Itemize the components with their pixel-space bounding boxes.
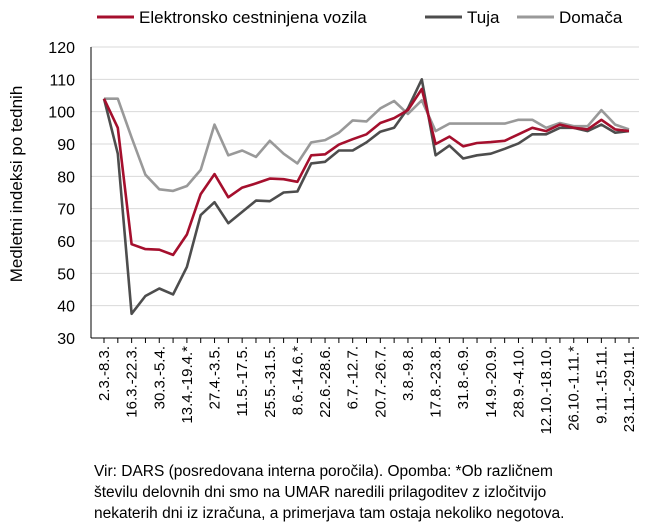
- x-tick-label: 17.8.-23.8.: [428, 346, 445, 418]
- y-tick-label: 60: [57, 234, 75, 251]
- y-tick-label: 80: [57, 169, 75, 186]
- axes: [90, 47, 639, 343]
- y-tick-label: 30: [57, 331, 75, 348]
- x-tick-label: 8.6.-14.6.*: [289, 346, 306, 415]
- y-tick-label: 100: [48, 105, 75, 122]
- x-tick-label: 6.7.-12.7.: [345, 346, 362, 409]
- gridlines: [91, 46, 639, 307]
- x-tick-label: 28.9.-4.10.: [510, 346, 527, 418]
- y-tick-label: 120: [48, 40, 75, 57]
- legend-label: Domača: [559, 8, 623, 27]
- x-tick-label: 30.3.-5.4.: [151, 346, 168, 409]
- y-tick-labels: 30 40 50 60 70 80 90 100 110 120: [48, 40, 75, 348]
- x-tick-labels: 2.3.-8.3. 16.3.-22.3. 30.3.-5.4. 13.4.-19.4…: [96, 346, 638, 435]
- x-tick-label: 13.4.-19.4.*: [179, 346, 196, 424]
- x-tick-label: 27.4.-3.5.: [207, 346, 224, 409]
- x-tick-label: 26.10.-1.11.*: [566, 346, 583, 431]
- series-line-2: [102, 78, 630, 316]
- legend: Elektronsko cestninjena vozila Tuja Domača: [97, 8, 623, 27]
- note-line-2: številu delovnih dni smo na UMAR naredil…: [94, 484, 547, 501]
- note-line-3: nekaterih dni iz izračuna, a primerjava …: [94, 505, 565, 522]
- note-line-1: Vir: DARS (posredovana interna poročila)…: [94, 463, 553, 480]
- source-note: Vir: DARS (posredovana interna poročila)…: [94, 461, 644, 524]
- y-tick-label: 110: [49, 72, 75, 89]
- series-line-1: [102, 87, 630, 257]
- x-tick-label: 12.10.-18.10.: [538, 346, 555, 434]
- y-tick-label: 90: [57, 137, 75, 154]
- legend-label: Elektronsko cestninjena vozila: [139, 8, 367, 27]
- y-tick-label: 70: [57, 202, 75, 219]
- x-tick-label: 20.7.-26.7.: [372, 346, 389, 418]
- series-lines: [102, 78, 630, 316]
- series-line-3: [104, 97, 630, 193]
- y-axis-label: Medletni indeksi po tednih: [7, 86, 26, 283]
- x-tick-label: 3.8.-9.8.: [400, 346, 417, 401]
- x-tick-label: 23.11.-29.11.: [621, 346, 638, 432]
- x-tick-label: 11.5.-17.5.: [234, 346, 251, 417]
- y-tick-label: 50: [57, 266, 75, 283]
- x-tick-label: 2.3.-8.3.: [96, 346, 113, 401]
- legend-label: Tuja: [467, 8, 500, 27]
- line-chart: 30 40 50 60 70 80 90 100 110 120 2.3.-8.3. 16.3.-2…: [7, 8, 639, 435]
- x-tick-label: 16.3.-22.3.: [124, 346, 141, 418]
- x-tick-label: 14.9.-20.9.: [483, 346, 500, 418]
- y-tick-label: 40: [57, 299, 75, 316]
- x-tick-label: 9.11.-15.11.: [593, 346, 610, 424]
- x-tick-label: 25.5.-31.5.: [262, 346, 279, 418]
- x-tick-label: 31.8.-6.9.: [455, 346, 472, 409]
- x-tick-label: 22.6.-28.6.: [317, 346, 334, 418]
